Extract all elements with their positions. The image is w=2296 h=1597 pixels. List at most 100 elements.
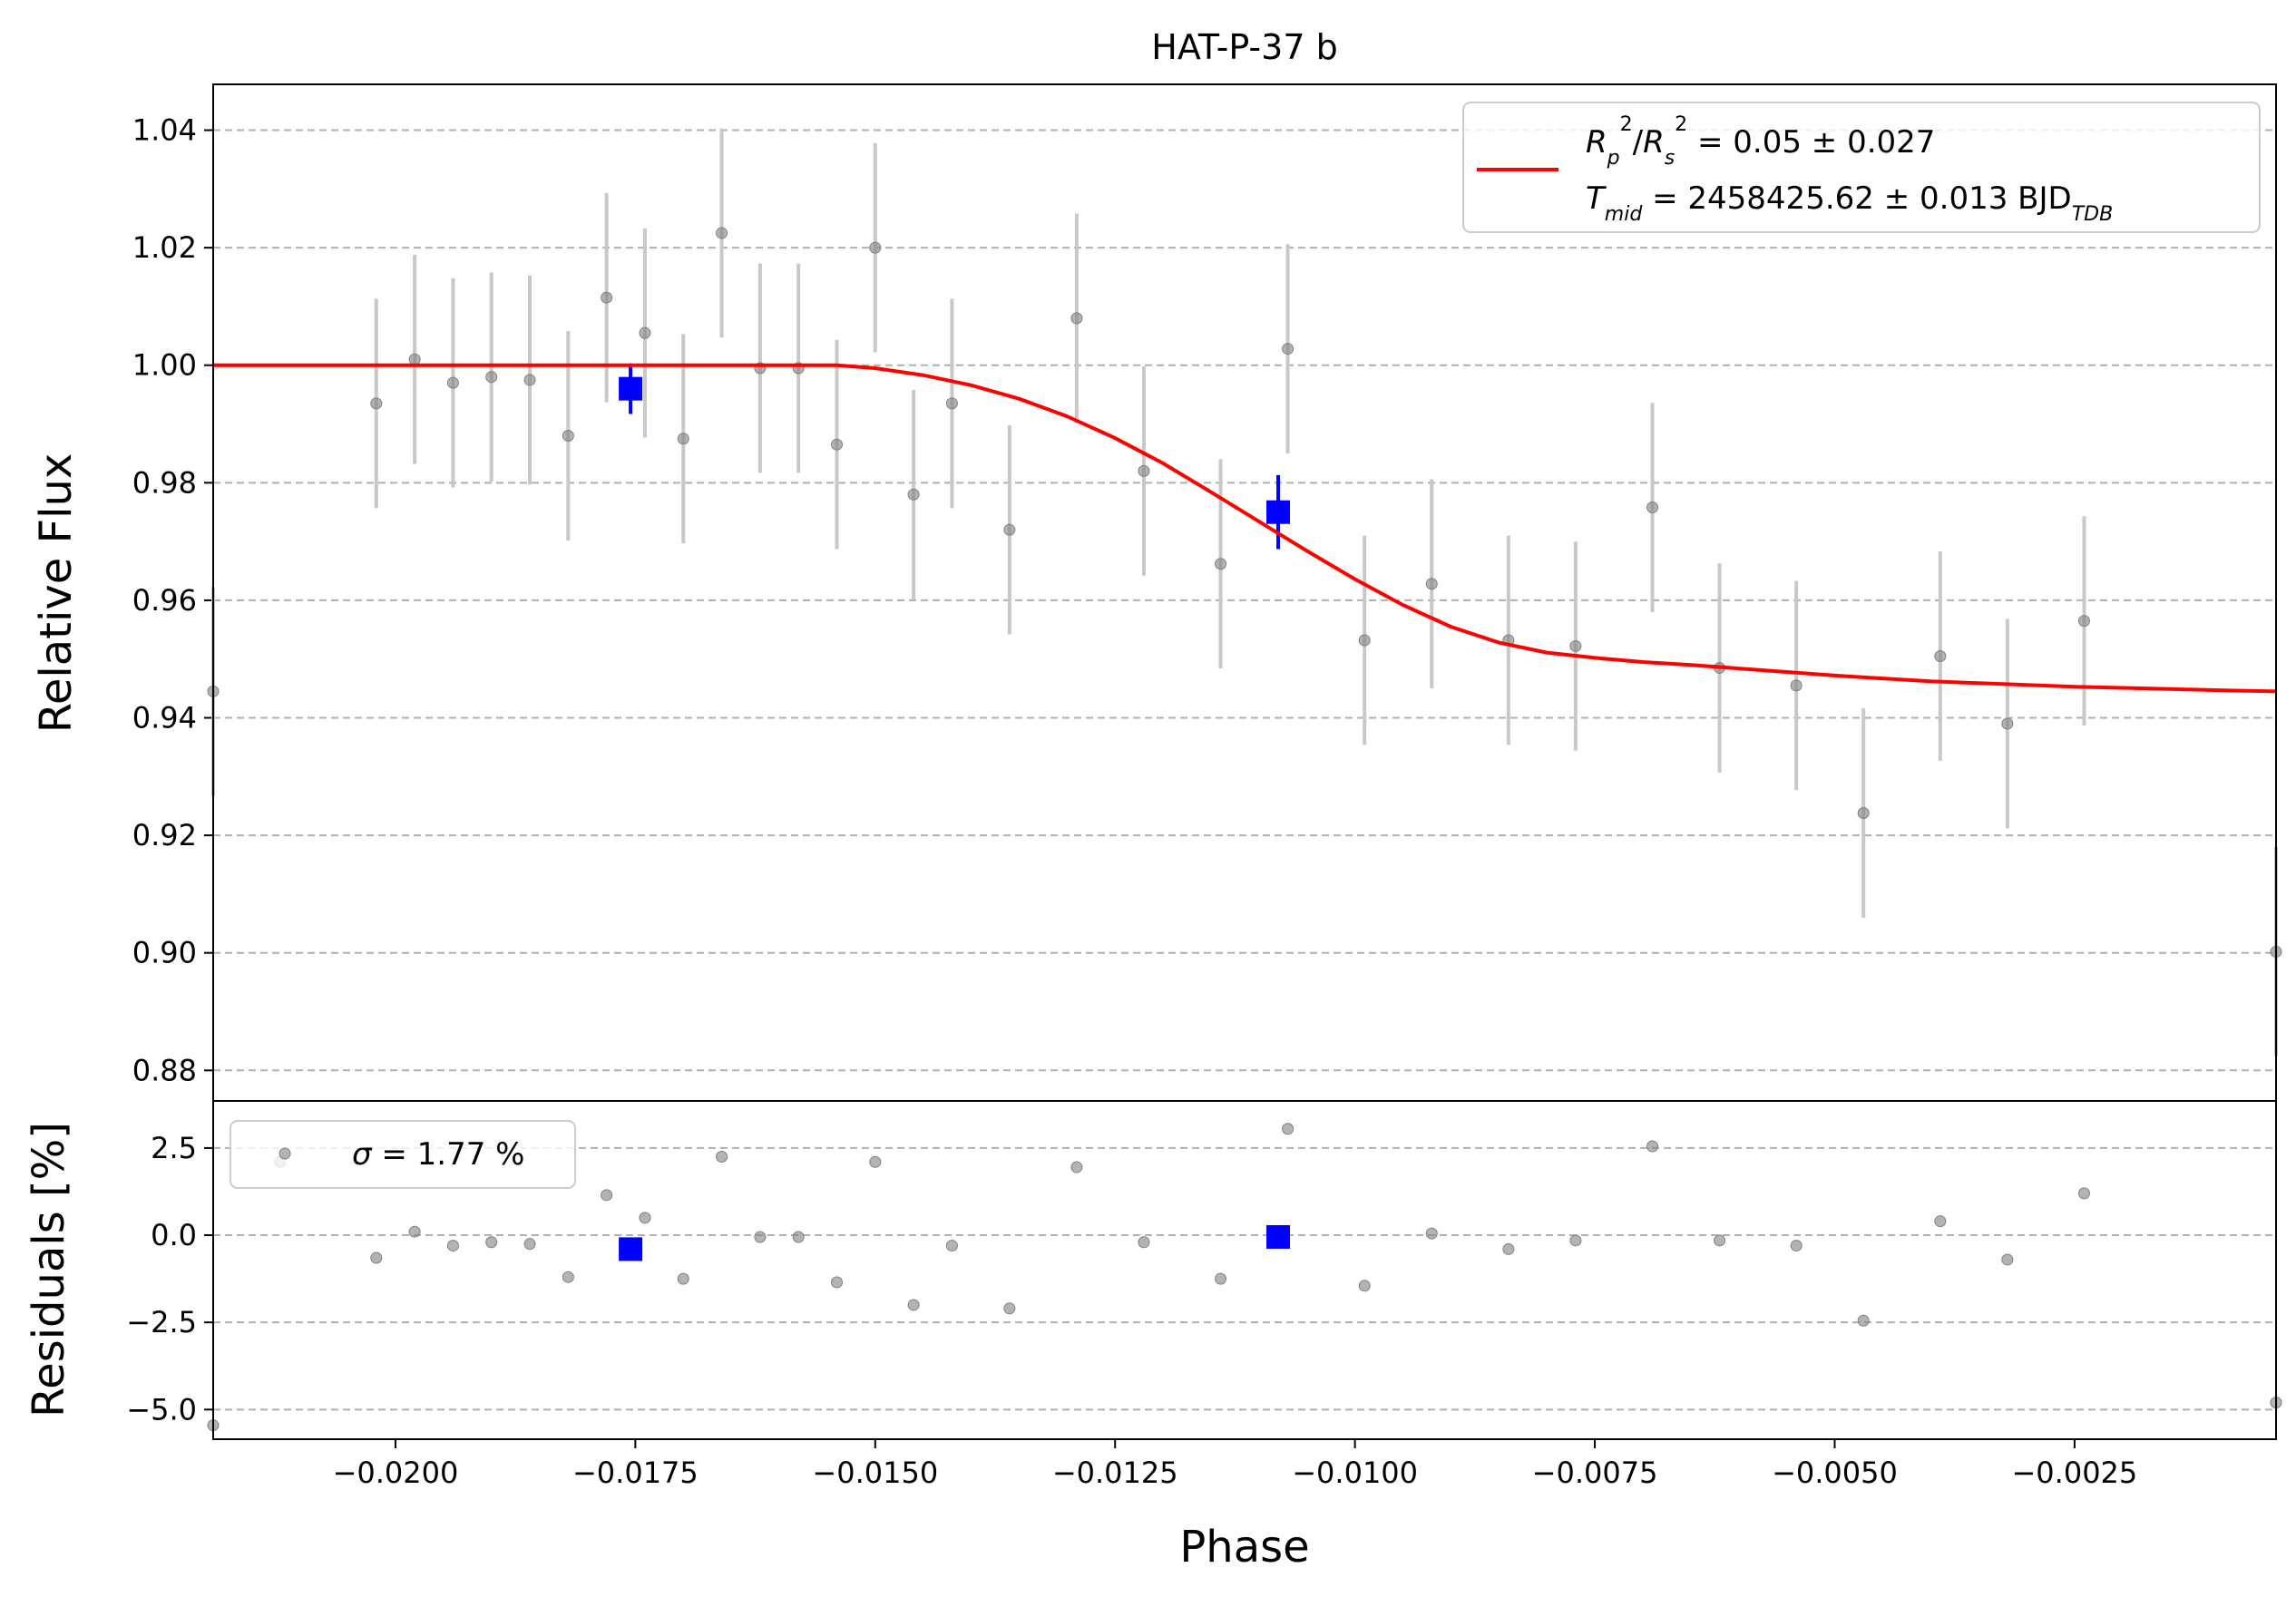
residual-point — [792, 1231, 805, 1243]
main-ytick-label: 1.02 — [132, 230, 197, 265]
residual-point — [1857, 1314, 1870, 1327]
residual-point — [716, 1151, 728, 1164]
residual-point — [446, 1240, 459, 1252]
residual-point — [639, 1212, 651, 1224]
residual-point — [1003, 1302, 1016, 1315]
data-point — [1070, 312, 1083, 325]
residual-legend: σ = 1.77 % — [230, 1120, 576, 1189]
data-point — [2001, 717, 2014, 730]
data-point — [1646, 501, 1659, 514]
data-point — [1790, 679, 1803, 692]
residual-point — [1282, 1123, 1295, 1135]
data-point — [562, 429, 574, 442]
data-point — [601, 291, 613, 304]
xtick-label: −0.0075 — [1532, 1456, 1658, 1490]
residual-point — [1934, 1215, 1947, 1228]
residual-point — [1358, 1280, 1371, 1292]
residual-point — [408, 1225, 421, 1238]
data-point — [485, 371, 498, 384]
xtick-label: −0.0150 — [812, 1456, 938, 1490]
data-point — [830, 438, 843, 451]
main-ytick-label: 1.04 — [132, 113, 197, 148]
main-ytick-label: 0.98 — [132, 465, 197, 500]
residual-ytick-label: −2.5 — [126, 1305, 197, 1339]
data-point — [677, 433, 689, 445]
residual-point — [907, 1299, 920, 1311]
data-point — [1857, 806, 1870, 819]
data-point — [2077, 615, 2090, 628]
data-point — [1003, 523, 1016, 536]
residual-point — [1425, 1227, 1438, 1240]
residual-point — [1138, 1236, 1150, 1249]
residual-point — [945, 1240, 958, 1252]
binned-point — [619, 376, 643, 401]
residual-point — [1070, 1161, 1083, 1173]
residual-point — [370, 1251, 383, 1264]
main-legend-box — [1462, 102, 2261, 233]
residual-binned-point — [1266, 1224, 1291, 1249]
data-point — [446, 376, 459, 389]
residual-point — [754, 1231, 767, 1243]
residual-legend-box — [230, 1120, 576, 1189]
residual-point — [830, 1276, 843, 1289]
residual-point — [1646, 1140, 1659, 1153]
main-ytick-label: 0.92 — [132, 818, 197, 852]
xtick-label: −0.0050 — [1772, 1456, 1898, 1490]
residual-binned-point — [619, 1237, 643, 1261]
data-point — [370, 397, 383, 410]
residual-legend-marker — [278, 1147, 291, 1160]
residual-point — [1569, 1234, 1582, 1247]
residual-point — [485, 1236, 498, 1249]
data-point — [1934, 649, 1947, 662]
legend-tmid-entry: Tmid = 2458425.62 ± 0.013 BJDTDB — [1586, 180, 2113, 226]
xtick-label: −0.0100 — [1292, 1456, 1418, 1490]
residual-y-axis-label: Residuals [%] — [24, 1122, 74, 1417]
data-point — [639, 326, 651, 339]
main-legend: Rp2/Rs2 = 0.05 ± 0.027 Tmid = 2458425.62… — [1462, 102, 2261, 233]
residual-axes-frame — [212, 1100, 2277, 1440]
xtick-label: −0.0200 — [333, 1456, 459, 1490]
residual-ytick-label: 0.0 — [151, 1218, 197, 1252]
data-point — [945, 397, 958, 410]
legend-rp-rs-entry: Rp2/Rs2 = 0.05 ± 0.027 — [1586, 113, 1935, 170]
residual-panel: −5.0 −2.5 0.0 2.5 −0.0200 −0.0175 −0.0150 −0.0… — [24, 1100, 2282, 1573]
xtick-label: −0.0175 — [572, 1456, 699, 1490]
residual-point — [677, 1272, 689, 1285]
residual-legend-sigma: σ = 1.77 % — [352, 1136, 524, 1173]
main-panel: 0.88 0.90 0.92 0.94 0.96 0.98 1.00 1.02 1.04 Rel… — [31, 83, 2282, 1102]
data-point — [1358, 634, 1371, 647]
main-y-axis-label: Relative Flux — [31, 453, 82, 734]
data-point — [1425, 578, 1438, 590]
data-point — [408, 353, 421, 365]
xtick-label: −0.0025 — [2011, 1456, 2137, 1490]
residual-point — [2001, 1253, 2014, 1266]
residual-point — [2077, 1187, 2090, 1200]
xtick-label: −0.0125 — [1052, 1456, 1178, 1490]
residual-point — [562, 1271, 574, 1283]
binned-point — [1266, 500, 1291, 524]
main-ytick-label: 1.00 — [132, 348, 197, 383]
residual-point — [869, 1155, 882, 1168]
main-ytick-label: 0.94 — [132, 701, 197, 735]
data-point — [869, 241, 882, 254]
main-axes-frame — [212, 83, 2277, 1102]
residual-point — [523, 1238, 536, 1251]
data-point — [1138, 464, 1150, 477]
residual-ytick-label: −5.0 — [126, 1392, 197, 1427]
main-ytick-label: 0.96 — [132, 583, 197, 618]
residual-point — [601, 1189, 613, 1202]
residual-ytick-label: 2.5 — [151, 1131, 197, 1165]
residual-point — [1502, 1242, 1515, 1255]
x-axis-label: Phase — [1179, 1522, 1309, 1573]
residual-point — [1714, 1234, 1726, 1247]
data-point — [1282, 343, 1295, 355]
residual-point — [1215, 1272, 1227, 1285]
model-curve — [213, 363, 2277, 694]
main-ytick-label: 0.88 — [132, 1053, 197, 1087]
data-point — [1569, 639, 1582, 652]
data-point — [523, 374, 536, 386]
main-ytick-label: 0.90 — [132, 936, 197, 970]
data-point — [907, 488, 920, 501]
data-point — [716, 227, 728, 239]
